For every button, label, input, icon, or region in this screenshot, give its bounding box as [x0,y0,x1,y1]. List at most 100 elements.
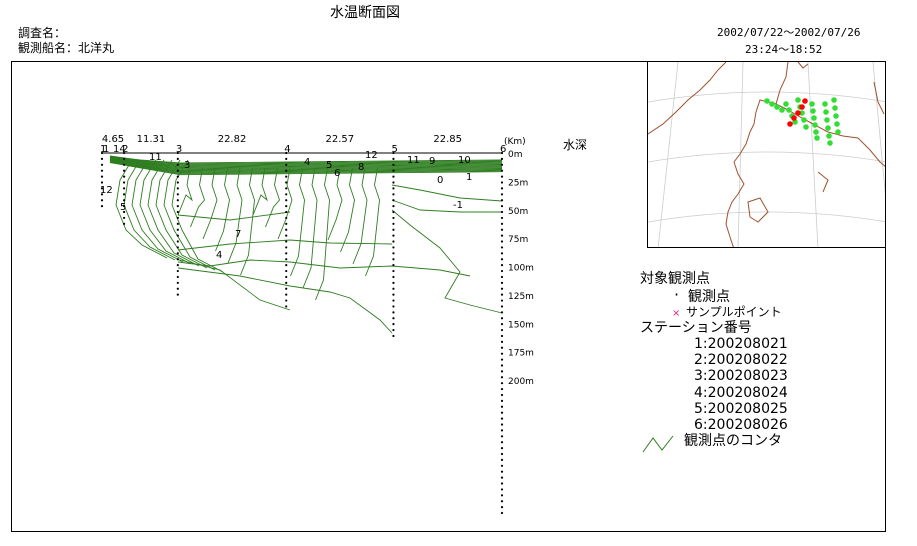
contour-value-label: 0 [437,175,443,186]
contour-line [123,159,176,261]
station-dot [500,222,504,225]
legend-contour: 観測点のコンタ [684,433,782,449]
station-dot [122,210,126,214]
segment-distance-label: 22.82 [218,134,247,145]
station-dot [176,210,179,214]
contour-line [109,155,503,164]
station-dot [392,228,395,231]
contour-value-label: 1 [103,144,109,155]
contour-line [391,184,503,202]
station-dot [392,299,395,302]
page-title: 水温断面図 [330,5,400,21]
contour-value-label: 9 [429,156,435,167]
contour-line [109,159,503,170]
station-dot [285,299,288,302]
station-dot [500,252,504,255]
station-dot [392,287,395,290]
contour-value-label: 10 [458,155,471,166]
contour-line [109,160,503,172]
station-dot [176,169,179,172]
station-dot [176,246,179,249]
station-dot [500,364,504,367]
station-dot [392,193,395,196]
station-dot [285,275,288,279]
station-dot [500,488,504,491]
station-dot [500,411,504,414]
legend-points: 観測点 [688,289,730,305]
legend-title: 対象観測点 [640,271,710,287]
station-dot [285,205,288,208]
contour-line [109,157,503,168]
contour-line [215,167,230,252]
contour-line [109,159,503,171]
station-dot [392,169,395,172]
station-dot [500,476,504,479]
contour-value-label: 5 [326,160,332,171]
contour-lines [109,155,503,334]
station-dot [500,500,504,503]
station-dot [392,269,395,273]
contour-line [179,259,291,311]
station-dot [500,258,504,261]
contour-line [155,159,208,269]
station-dot [100,193,104,196]
station-dot [500,511,504,515]
station-dot [500,387,504,391]
station-dot [176,293,179,296]
depth-tick-label: 75m [508,235,528,245]
station-dot [500,423,504,426]
station-dot [285,157,288,161]
station-dot [176,193,179,196]
station-dot [500,376,504,379]
station-dot [500,199,504,202]
station-dot [500,352,504,355]
station-dot [285,169,288,172]
station-dot [285,240,288,243]
contour-value-label: 6 [334,168,340,179]
station-dot [176,181,179,184]
contour-line [391,199,502,213]
station-dot [500,382,504,385]
station-dot [500,346,504,349]
station-dot [176,240,179,243]
station-dot [176,163,179,166]
station-dot [176,157,179,161]
station-dot [176,175,179,178]
contour-line [391,209,503,314]
station-dot [392,258,395,261]
contour-line [109,156,503,166]
station-dot [285,281,288,284]
contour-line [252,167,268,216]
distance-unit-label: (Km) [504,137,526,147]
station-dot [122,157,126,161]
contour-line [109,162,503,176]
contour-line [365,167,380,277]
station-dot [122,193,126,196]
station-dot [500,305,504,308]
location-map [647,61,886,248]
station-dot [122,199,126,202]
contour-line [177,239,393,251]
station-dot [285,228,288,231]
contour-value-label: 12 [100,185,113,196]
station-dot [176,252,179,255]
contour-value-label: 4 [304,157,310,168]
station-dot [500,494,504,497]
station-dot [392,246,395,249]
coastline [648,62,885,247]
station-dot [392,210,395,214]
station-dot [176,205,179,208]
station-label: 2 [122,144,128,155]
station-dot [500,317,504,320]
legend-station: 2:200208022 [694,352,788,368]
station-dot [176,264,179,267]
station-dot [392,240,395,243]
station-dot [100,169,104,172]
station-dot [392,163,395,166]
station-dot [392,199,395,202]
chart-labels: 1 2 3 4 5 64.65 11.31 22.82 22.57 22.85 (Km)0m25m5… [100,134,587,387]
contour-line [177,259,471,277]
contour-line [290,167,305,277]
legend-station: 5:200208025 [694,401,788,417]
legend-station: 6:200208026 [694,417,788,433]
